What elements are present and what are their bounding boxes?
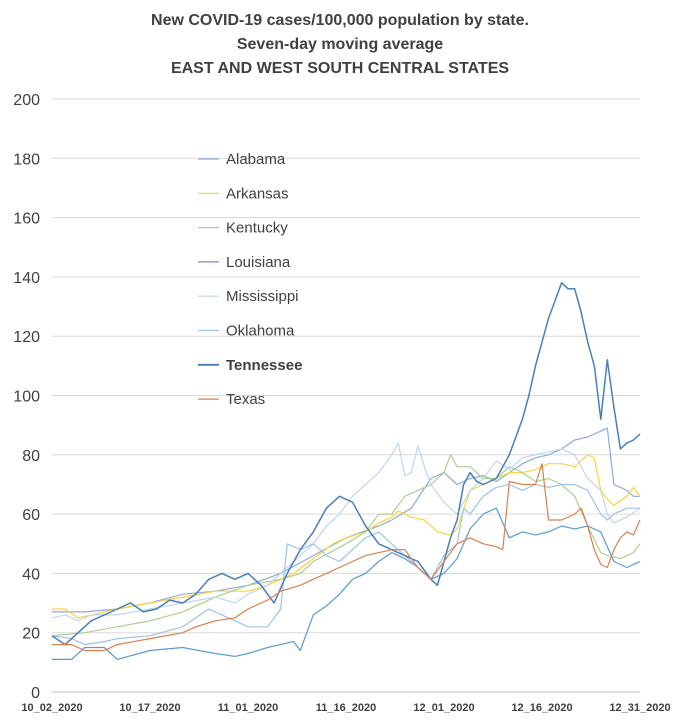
legend-label-texas: Texas [226,391,265,408]
series-line-mississippi [51,442,641,622]
legend: Alabama Arkansas Kentucky Louisiana Mississi… [198,151,302,408]
x-tick-label-3: 11_16_2020 [316,702,377,714]
chart-subtitle: Seven-day moving average [236,36,444,53]
series-line-alabama [52,427,640,613]
legend-label-louisiana: Louisiana [226,254,291,271]
x-tick-label-0: 10_02_2020 [21,702,82,714]
legend-label-kentucky: Kentucky [226,220,288,237]
series-line-arkansas [52,454,641,619]
series-lines [51,282,641,660]
y-tick-label-100: 100 [13,389,40,406]
series-line-oklahoma [51,483,640,646]
series-line-louisiana [52,507,641,660]
y-tick-label-40: 40 [22,566,40,583]
y-tick-label-140: 140 [13,270,40,287]
y-tick-label-0: 0 [31,685,40,702]
legend-label-arkansas: Arkansas [226,185,289,202]
legend-label-mississippi: Mississippi [226,288,299,305]
y-axis-ticks: 0 20 40 60 80 100 120 140 160 180 200 [13,92,40,702]
y-tick-label-200: 200 [13,92,40,109]
x-tick-label-2: 11_01_2020 [218,702,279,714]
y-tick-label-20: 20 [22,626,40,643]
x-tick-label-4: 12_01_2020 [413,702,474,714]
legend-label-oklahoma: Oklahoma [226,323,295,340]
chart-subtitle-region: EAST AND WEST SOUTH CENTRAL STATES [170,60,510,77]
legend-label-alabama: Alabama [226,151,286,168]
y-tick-label-60: 60 [22,507,40,524]
y-tick-label-180: 180 [13,151,40,168]
x-tick-label-6: 12_31_2020 [609,702,670,714]
series-line-texas [52,463,641,652]
x-tick-label-1: 10_17_2020 [119,702,180,714]
legend-label-tennessee: Tennessee [226,357,302,374]
series-line-kentucky [51,454,641,637]
x-tick-label-5: 12_16_2020 [511,702,572,714]
x-axis-ticks: 10_02_2020 10_17_2020 11_01_2020 11_16_2020… [21,702,670,714]
gridlines [52,98,640,693]
y-tick-label-160: 160 [13,211,40,228]
chart-title: New COVID-19 cases/100,000 population by… [151,12,529,29]
y-tick-label-120: 120 [13,329,40,346]
y-tick-label-80: 80 [22,448,40,465]
